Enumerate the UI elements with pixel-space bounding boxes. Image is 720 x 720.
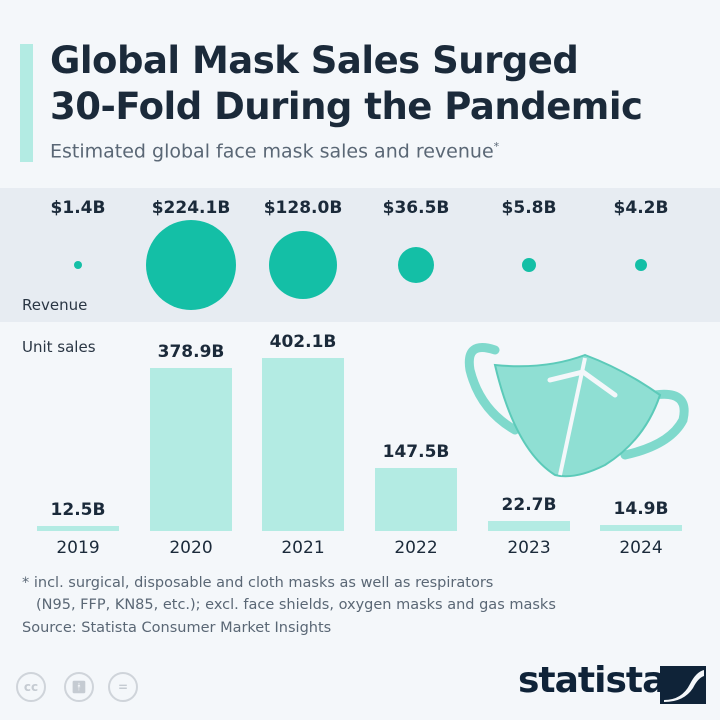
title-accent-bar <box>20 44 33 162</box>
revenue-label: $5.8B <box>501 198 557 218</box>
unit-sales-label: 402.1B <box>269 332 337 352</box>
revenue-label: $4.2B <box>613 198 669 218</box>
year-tick-label: 2019 <box>56 538 100 558</box>
revenue-bubble <box>146 220 236 310</box>
unit-sales-series-label: Unit sales <box>22 338 96 356</box>
revenue-bubble <box>397 246 435 284</box>
no-derivatives-icon[interactable]: = <box>108 672 138 702</box>
unit-sales-bar <box>262 358 344 531</box>
year-tick-label: 2024 <box>619 538 663 558</box>
unit-sales-label: 378.9B <box>157 341 225 362</box>
title-line-2: 30-Fold During the Pandemic <box>50 85 643 128</box>
unit-sales-bar <box>375 467 457 531</box>
unit-sales-bar <box>600 524 682 531</box>
revenue-label: $224.1B <box>151 198 231 218</box>
page-title: Global Mask Sales Surged 30-Fold During t… <box>50 38 643 130</box>
subtitle-footnote-mark: * <box>493 140 500 153</box>
face-mask-illustration <box>464 343 689 478</box>
title-line-1: Global Mask Sales Surged <box>50 39 579 82</box>
year-tick-label: 2020 <box>169 538 213 558</box>
year-tick-label: 2023 <box>507 538 551 558</box>
unit-sales-bar <box>488 521 570 531</box>
subtitle-text: Estimated global face mask sales and rev… <box>50 140 494 163</box>
revenue-label: $36.5B <box>382 198 450 218</box>
unit-sales-label: 22.7B <box>501 495 557 516</box>
revenue-bubble <box>521 257 537 273</box>
cc-license-icon[interactable]: cc <box>16 672 46 702</box>
year-tick-label: 2022 <box>394 538 438 558</box>
revenue-band <box>0 188 720 322</box>
subtitle: Estimated global face mask sales and rev… <box>50 140 499 162</box>
unit-sales-label: 12.5B <box>50 499 106 520</box>
revenue-label: $128.0B <box>263 198 343 218</box>
revenue-bubble <box>634 258 648 272</box>
revenue-label: $1.4B <box>50 198 106 218</box>
statista-logo-mark-icon <box>660 666 706 704</box>
revenue-bubble <box>74 261 82 269</box>
statista-logo[interactable]: statista <box>518 660 666 701</box>
source-text: Source: Statista Consumer Market Insight… <box>22 620 332 636</box>
unit-sales-label: 147.5B <box>382 441 450 462</box>
year-tick-label: 2021 <box>281 538 325 558</box>
revenue-series-label: Revenue <box>22 296 88 314</box>
unit-sales-label: 14.9B <box>613 498 669 519</box>
unit-sales-bar <box>150 367 232 531</box>
unit-sales-bar <box>37 525 119 531</box>
footnote-line-2: (N95, FFP, KN85, etc.); excl. face shiel… <box>36 597 556 613</box>
footnote-line-1: * incl. surgical, disposable and cloth m… <box>22 575 494 591</box>
revenue-bubble <box>268 230 337 299</box>
attribution-icon[interactable]: 🚹︎ <box>64 672 94 702</box>
